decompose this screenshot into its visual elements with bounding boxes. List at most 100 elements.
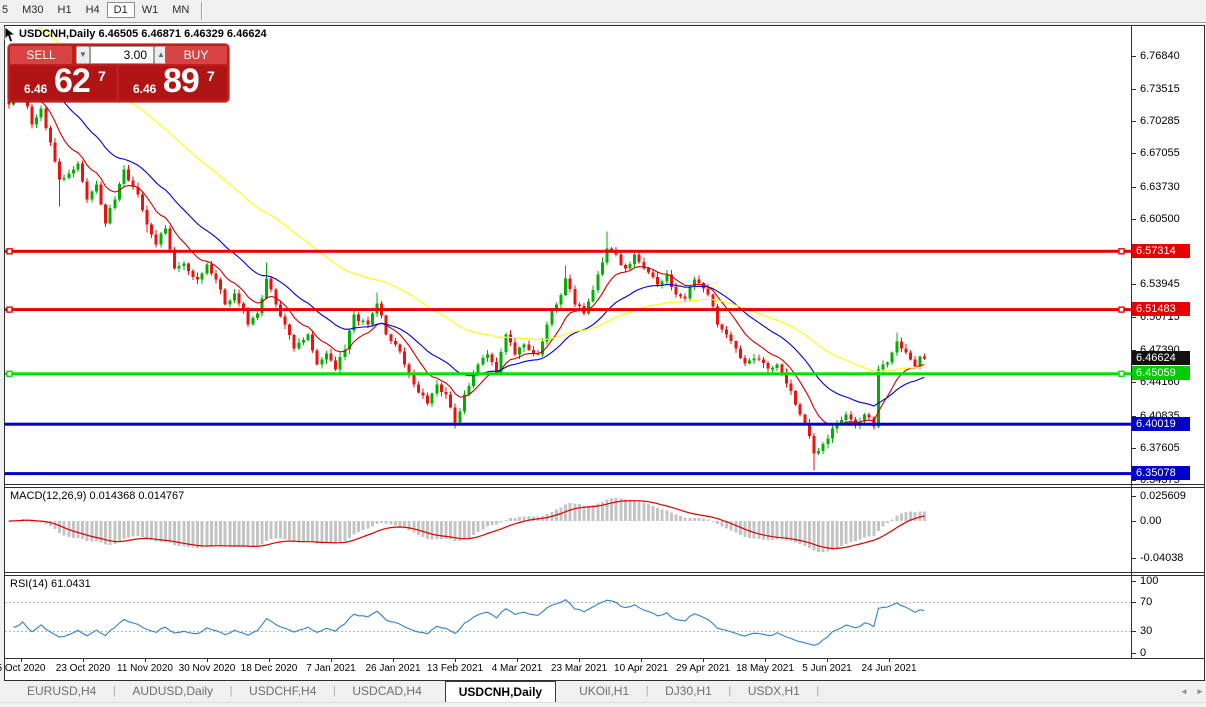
date-label: 11 Nov 2020 xyxy=(117,663,173,674)
date-tick xyxy=(827,658,828,662)
price-axis-label: 6.60500 xyxy=(1140,213,1180,225)
price-axis-tick xyxy=(1131,89,1136,90)
period-button-h4[interactable]: H4 xyxy=(85,4,100,16)
pane-separator[interactable] xyxy=(5,487,1204,488)
price-axis-tick xyxy=(1131,121,1136,122)
date-label: 18 May 2021 xyxy=(736,663,794,674)
price-axis-tick xyxy=(1131,480,1136,481)
sell-price-prefix: 6.46 xyxy=(24,82,48,96)
rsi-axis-label: 0 xyxy=(1140,647,1147,659)
price-tag-6.46624[interactable]: 6.46624 xyxy=(1132,351,1190,365)
toolbar-separator xyxy=(201,2,203,20)
pane-separator[interactable] xyxy=(5,575,1204,576)
period-button-m30[interactable]: M30 xyxy=(22,4,44,16)
price-axis-label: 6.70285 xyxy=(1140,115,1180,127)
date-tick xyxy=(331,658,332,662)
price-tag-6.45059[interactable]: 6.45059 xyxy=(1132,366,1190,380)
horizontal-line-6.45059[interactable] xyxy=(5,372,1131,376)
price-axis-tick xyxy=(1131,416,1136,417)
buy-button[interactable]: BUY xyxy=(165,46,227,64)
tab-scroll-left-icon[interactable]: ◄ xyxy=(1180,687,1188,696)
macd-axis-tick xyxy=(1131,521,1136,522)
date-tick xyxy=(145,658,146,662)
chart-tab-usdx[interactable]: USDX,H1 xyxy=(747,684,800,698)
date-label: 18 Dec 2020 xyxy=(240,663,298,674)
price-axis-tick xyxy=(1131,56,1136,57)
date-label: 23 Mar 2021 xyxy=(550,663,608,674)
period-button-mn[interactable]: MN xyxy=(172,4,190,16)
price-axis-tick xyxy=(1131,382,1136,383)
chart-title: USDCNH,Daily 6.46505 6.46871 6.46329 6.4… xyxy=(19,28,267,40)
price-axis-label: 6.53945 xyxy=(1140,278,1180,290)
tab-separator: | xyxy=(645,685,649,697)
price-tag-6.35078[interactable]: 6.35078 xyxy=(1132,466,1190,480)
price-tag-6.57314[interactable]: 6.57314 xyxy=(1132,244,1190,258)
date-tick xyxy=(517,658,518,662)
macd-axis-label: 0.00 xyxy=(1140,515,1162,527)
horizontal-line-6.57314[interactable] xyxy=(5,249,1131,253)
rsi-readout: RSI(14) 61.0431 xyxy=(10,578,91,590)
rsi-axis-tick xyxy=(1131,631,1136,632)
rsi-axis-label: 70 xyxy=(1140,596,1153,608)
period-button-w1[interactable]: W1 xyxy=(141,4,159,16)
sell-price-big: 62 xyxy=(54,66,91,100)
rsi-axis-label: 30 xyxy=(1140,625,1153,637)
tab-scroll-right-icon[interactable]: ► xyxy=(1196,687,1204,696)
rsi-pane-canvas[interactable] xyxy=(5,576,1131,657)
ma-fast-line xyxy=(8,79,925,426)
price-axis-label: 6.67055 xyxy=(1140,147,1180,159)
main-chart-canvas[interactable] xyxy=(5,27,1131,484)
chart-tab-usdchf[interactable]: USDCHF,H4 xyxy=(249,684,317,698)
volume-input[interactable]: 3.00 xyxy=(90,46,154,64)
chart-tab-dj30[interactable]: DJ30,H1 xyxy=(665,684,712,698)
price-tag-6.40019[interactable]: 6.40019 xyxy=(1132,417,1190,431)
date-tick xyxy=(83,658,84,662)
period-button-5[interactable]: 5 xyxy=(2,4,9,16)
tab-separator: | xyxy=(229,685,233,697)
buy-price-pip: 7 xyxy=(207,68,215,84)
buy-price-display[interactable]: 6.46 89 7 xyxy=(119,66,227,100)
sell-price-display[interactable]: 6.46 62 7 xyxy=(10,66,116,100)
price-axis-label: 6.76840 xyxy=(1140,50,1180,62)
date-label: 26 Jan 2021 xyxy=(365,663,421,674)
sell-price-pip: 7 xyxy=(98,68,106,84)
tab-separator: | xyxy=(332,685,336,697)
chart-tab-eurusd[interactable]: EURUSD,H4 xyxy=(27,684,97,698)
price-axis-tick xyxy=(1131,153,1136,154)
rsi-axis-tick xyxy=(1131,602,1136,603)
horizontal-line-6.40019[interactable] xyxy=(5,422,1131,426)
tab-separator xyxy=(435,681,445,702)
macd-readout: MACD(12,26,9) 0.014368 0.014767 xyxy=(10,490,185,502)
sell-button[interactable]: SELL xyxy=(10,46,72,64)
buy-price-big: 89 xyxy=(163,66,200,100)
volume-decrease-icon[interactable]: ▼ xyxy=(76,46,90,64)
pane-separator[interactable] xyxy=(5,484,1204,485)
price-axis-tick xyxy=(1131,219,1136,220)
date-label: 23 Oct 2020 xyxy=(55,663,111,674)
price-tag-6.51483[interactable]: 6.51483 xyxy=(1132,302,1190,316)
macd-axis-label: 0.025609 xyxy=(1140,490,1186,502)
tab-separator: | xyxy=(816,685,820,697)
price-axis-label: 6.73515 xyxy=(1140,83,1180,95)
chart-tab-usdcad[interactable]: USDCAD,H4 xyxy=(352,684,422,698)
chart-tab-usdcnh[interactable]: USDCNH,Daily xyxy=(444,681,557,702)
pane-separator[interactable] xyxy=(5,572,1204,573)
chart-tab-audusd[interactable]: AUDUSD,Daily xyxy=(132,684,214,698)
period-button-h1[interactable]: H1 xyxy=(57,4,72,16)
chart-tab-ukoil[interactable]: UKOil,H1 xyxy=(579,684,630,698)
chart-window xyxy=(4,25,1205,681)
one-click-trading-panel: SELL ▼ 3.00 ▲ BUY 6.46 62 7 6.46 89 7 xyxy=(8,44,229,102)
status-bar xyxy=(0,702,1206,707)
date-tick xyxy=(765,658,766,662)
tab-separator: | xyxy=(728,685,732,697)
price-axis-label: 6.63730 xyxy=(1140,181,1180,193)
time-axis-line xyxy=(5,658,1204,659)
periods-toolbar: 5 M30 H1 H4 D1 W1 MN xyxy=(0,0,1206,23)
macd-axis-tick xyxy=(1131,558,1136,559)
horizontal-line-6.35078[interactable] xyxy=(5,472,1131,476)
buy-price-prefix: 6.46 xyxy=(133,82,157,96)
horizontal-line-6.51483[interactable] xyxy=(5,308,1131,312)
period-button-d1[interactable]: D1 xyxy=(106,2,135,18)
macd-pane-canvas[interactable] xyxy=(5,488,1131,572)
tab-separator xyxy=(556,681,566,702)
